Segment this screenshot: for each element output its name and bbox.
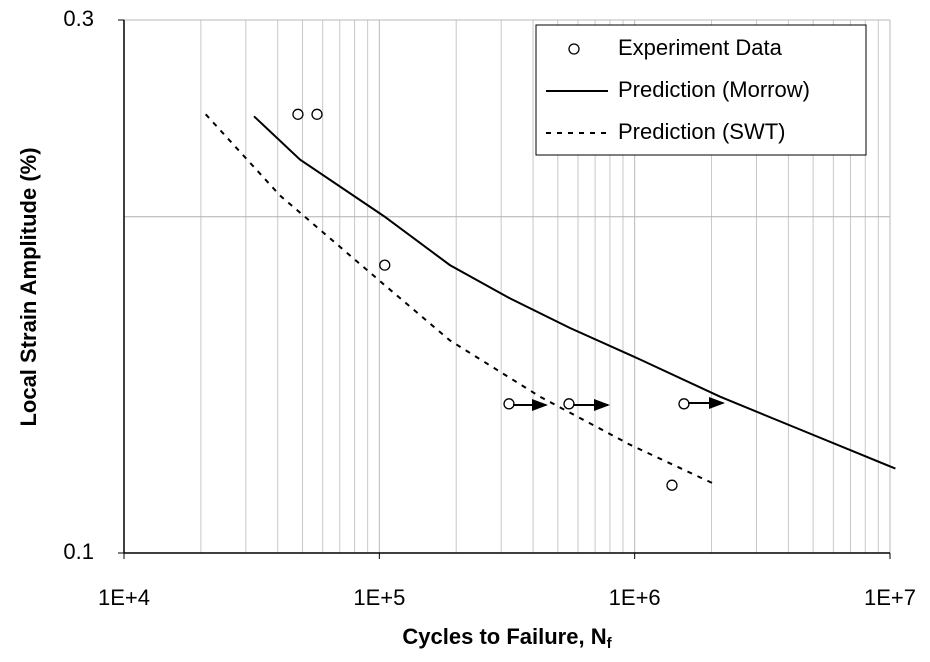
data-point xyxy=(678,398,690,410)
legend-marker xyxy=(568,43,580,55)
legend-label: Prediction (SWT) xyxy=(618,119,785,144)
data-point xyxy=(666,479,678,491)
x-label-main: Cycles to Failure, N xyxy=(402,624,606,649)
runout-arrows xyxy=(513,397,725,411)
legend-label: Prediction (Morrow) xyxy=(618,77,810,102)
y-tick-label: 0.3 xyxy=(63,6,94,31)
x-axis-label: Cycles to Failure, Nf xyxy=(402,624,612,652)
y-axis-label: Local Strain Amplitude (%) xyxy=(16,147,41,426)
x-tick-label: 1E+5 xyxy=(353,585,405,610)
data-point xyxy=(292,108,304,120)
data-point xyxy=(379,259,391,271)
x-tick-label: 1E+7 xyxy=(864,585,916,610)
x-tick-label: 1E+6 xyxy=(609,585,661,610)
line xyxy=(253,115,896,470)
data-point xyxy=(563,398,575,410)
legend-label: Experiment Data xyxy=(618,35,783,60)
x-label-sub: f xyxy=(607,635,613,652)
y-tick-label: 0.1 xyxy=(63,539,94,564)
data-point xyxy=(311,108,323,120)
line xyxy=(204,113,718,487)
data-point xyxy=(503,398,515,410)
marks xyxy=(204,108,896,491)
x-tick-label: 1E+4 xyxy=(98,585,150,610)
